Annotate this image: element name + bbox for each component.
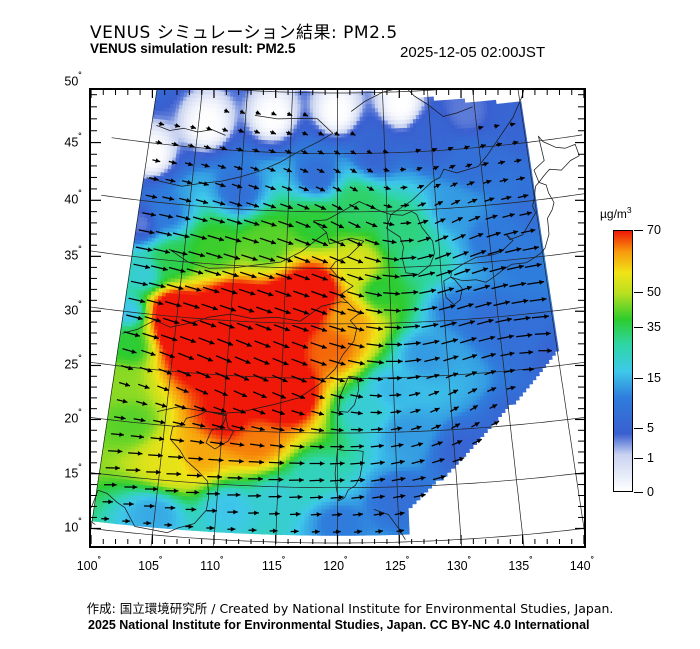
y-axis-tick-label: 30˚ [64,300,82,318]
colorbar-unit-label: µg/m3 [600,205,632,221]
y-axis-tick-label: 10˚ [64,517,82,536]
x-axis-tick-label: 100˚ [76,556,102,574]
colorbar-tick-mark [634,291,643,293]
x-axis-tick-label: 110˚ [200,556,224,574]
colorbar-tick-mark [634,378,643,380]
colorbar-tick-label: 50 [647,284,661,299]
x-axis-tick-label: 125˚ [385,556,410,574]
colorbar-tick-label: 1 [647,450,654,465]
colorbar-tick-mark [634,326,643,329]
map-plot-area[interactable] [89,88,586,548]
x-axis-tick-label: 115˚ [261,556,286,574]
colorbar-tick-label: 70 [647,223,661,237]
y-axis-tick-label: 15˚ [64,463,82,481]
colorbar-tick-label: 0 [647,485,654,499]
x-axis-tick-label: 120˚ [323,556,348,574]
page-title-japanese: VENUS シミュレーション結果: PM2.5 [90,23,398,43]
y-axis-tick-label: 40˚ [64,189,82,207]
colorbar [613,230,633,492]
x-axis-tick-label: 105˚ [138,556,163,574]
colorbar-tick-label: 15 [647,371,661,385]
colorbar-tick-mark [634,492,643,494]
colorbar-tick-mark [634,427,643,430]
colorbar-tick-mark [634,230,643,232]
footer-license-line: 2025 National Institute for Environmenta… [88,618,590,632]
x-axis-tick-label: 130˚ [446,556,472,574]
y-axis-tick-label: 20˚ [64,408,82,427]
colorbar-tick-label: 35 [647,319,661,334]
y-axis-tick-label: 50˚ [64,71,82,89]
y-axis-tick-label: 45˚ [64,131,82,150]
colorbar-tick-label: 5 [647,420,654,435]
x-axis-tick-label: 135˚ [508,556,533,574]
x-axis-tick-label: 140˚ [569,556,595,574]
colorbar-tick-mark [634,457,643,460]
y-axis-tick-label: 25˚ [64,354,82,373]
pm25-heatmap-svg [91,90,584,546]
footer-credit-line: 作成: 国立環境研究所 / Created by National Instit… [86,601,614,616]
y-axis-tick-label: 35˚ [64,245,82,263]
page-title-english: VENUS simulation result: PM2.5 [90,41,296,56]
colorbar-gradient [614,231,632,491]
timestamp-label: 2025-12-05 02:00JST [400,44,546,61]
